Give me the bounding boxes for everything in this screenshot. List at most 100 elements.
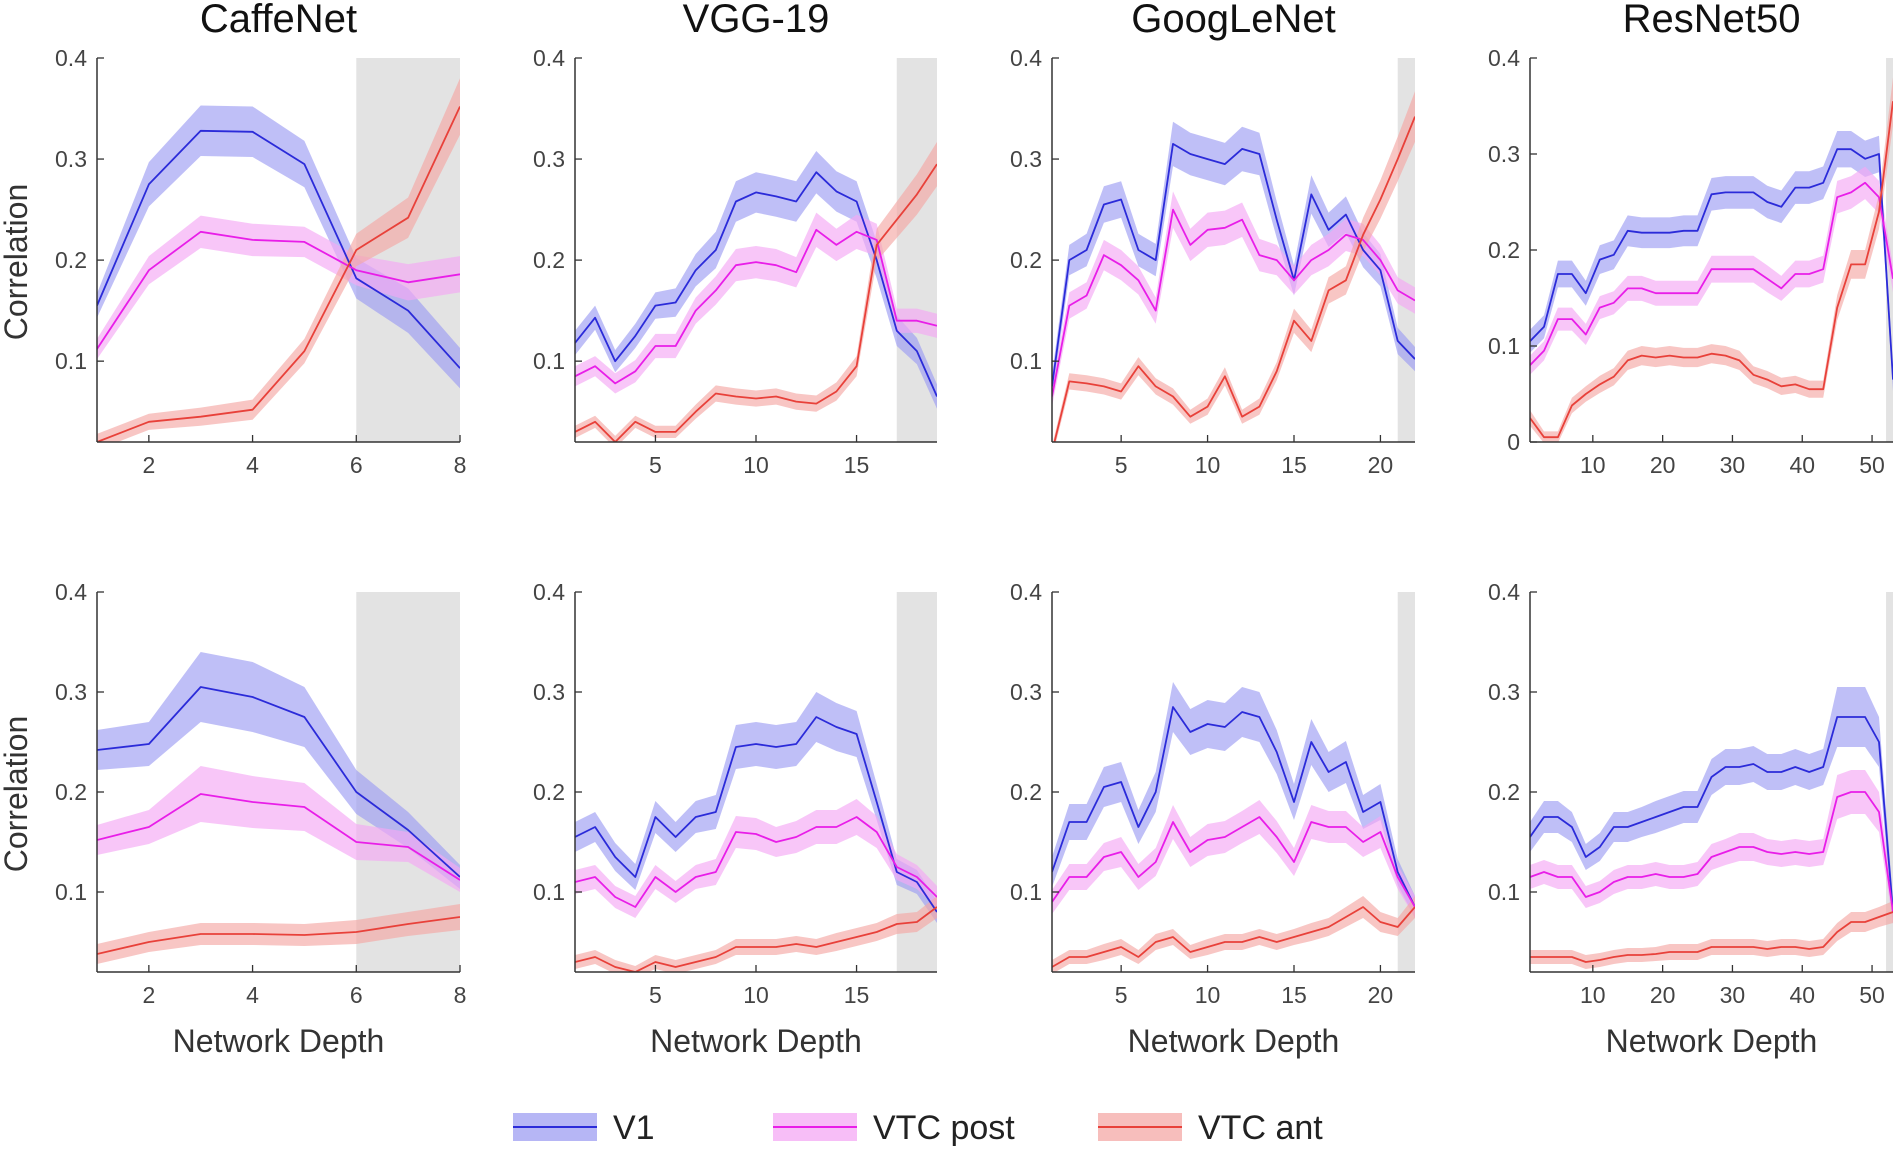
y-tick-label: 0.1	[1010, 879, 1042, 905]
line-v1	[1530, 716, 1893, 913]
band-vtc-post	[97, 215, 460, 360]
line-v1	[97, 686, 460, 878]
y-tick-label: 0.1	[1010, 348, 1042, 374]
panel-title: VGG-19	[683, 0, 830, 41]
band-v1	[97, 105, 460, 389]
legend-entry-vtc-post: VTC post	[773, 1109, 1015, 1147]
x-tick-label: 20	[1368, 452, 1394, 478]
line-vtc-ant	[1530, 101, 1893, 439]
line-v1	[1530, 148, 1893, 380]
x-tick-label: 30	[1720, 452, 1746, 478]
y-tick-label: 0.2	[533, 247, 565, 273]
y-tick-label: 0.1	[1488, 879, 1520, 905]
band-vtc-post	[575, 799, 937, 918]
panel-caffenet-top: 0.1 0.2 0.3 0.4 2 4 6 8 CaffeNet Correlation	[0, 0, 466, 478]
y-tick-label: 0.4	[533, 45, 565, 71]
x-tick-label: 10	[1580, 982, 1606, 1008]
band-vtc-post	[1530, 770, 1893, 923]
line-vtc-ant	[97, 106, 460, 442]
y-tick-label: 0.3	[1488, 679, 1520, 705]
x-axis-label: Network Depth	[650, 1023, 862, 1059]
y-tick-label: 0.2	[1488, 779, 1520, 805]
panel-vgg-19-top: 0.1 0.2 0.3 0.4 5 10 15 VGG-19	[533, 0, 937, 478]
line-vtc-post	[1052, 816, 1415, 908]
band-v1	[1530, 131, 1893, 392]
y-axis-label: Correlation	[0, 184, 34, 341]
panel-resnet50-top: 0 0.1 0.2 0.3 0.4 10 20 30 40 50 ResNet50	[1488, 0, 1893, 478]
y-tick-label: 0	[1507, 429, 1520, 455]
legend-label: VTC post	[873, 1109, 1015, 1147]
y-tick-label: 0.4	[533, 579, 565, 605]
band-v1	[97, 652, 460, 889]
y-tick-label: 0.1	[533, 879, 565, 905]
y-tick-label: 0.2	[55, 247, 87, 273]
line-vtc-post	[1530, 791, 1893, 913]
y-tick-label: 0.4	[1010, 45, 1042, 71]
x-tick-label: 15	[1281, 452, 1307, 478]
panel-title: CaffeNet	[200, 0, 357, 41]
y-tick-label: 0.2	[1488, 237, 1520, 263]
x-tick-label: 15	[844, 982, 870, 1008]
x-tick-label: 20	[1650, 982, 1676, 1008]
band-vtc-post	[1052, 800, 1415, 918]
x-tick-label: 40	[1789, 982, 1815, 1008]
band-vtc-post	[575, 212, 937, 394]
y-tick-label: 0.2	[533, 779, 565, 805]
x-tick-label: 5	[649, 452, 662, 478]
line-vtc-ant	[1530, 911, 1893, 963]
line-vtc-post	[97, 793, 460, 881]
y-tick-label: 0.3	[1488, 141, 1520, 167]
x-axis-label: Network Depth	[1128, 1023, 1340, 1059]
y-tick-label: 0.4	[55, 579, 87, 605]
x-tick-label: 10	[1195, 982, 1221, 1008]
x-axis-label: Network Depth	[173, 1023, 385, 1059]
x-tick-label: 50	[1859, 452, 1885, 478]
line-vtc-ant	[97, 916, 460, 955]
y-tick-label: 0.3	[533, 679, 565, 705]
x-tick-label: 4	[246, 982, 259, 1008]
y-tick-label: 0.1	[1488, 333, 1520, 359]
band-vtc-ant	[1530, 901, 1893, 969]
line-v1	[1052, 706, 1415, 908]
x-tick-label: 2	[142, 982, 155, 1008]
y-tick-label: 0.4	[1010, 579, 1042, 605]
band-v1	[1530, 687, 1893, 924]
line-v1	[575, 171, 937, 397]
x-tick-label: 6	[350, 982, 363, 1008]
panel-vgg-19-bottom: 0.1 0.2 0.3 0.4 5 10 15 Network Depth	[533, 579, 937, 1059]
x-tick-label: 15	[844, 452, 870, 478]
line-vtc-post	[1530, 181, 1893, 366]
y-tick-label: 0.2	[55, 779, 87, 805]
x-tick-label: 5	[1115, 452, 1128, 478]
x-tick-label: 10	[1580, 452, 1606, 478]
y-tick-label: 0.3	[533, 146, 565, 172]
x-axis-label: Network Depth	[1606, 1023, 1818, 1059]
band-v1	[575, 151, 937, 409]
y-tick-label: 0.1	[55, 879, 87, 905]
y-tick-label: 0.4	[1488, 579, 1520, 605]
legend: V1 VTC post VTC ant	[513, 1109, 1323, 1147]
shaded-region	[1886, 592, 1893, 972]
x-tick-label: 10	[1195, 452, 1221, 478]
line-vtc-ant	[575, 906, 937, 972]
x-tick-label: 4	[246, 452, 259, 478]
panel-caffenet-bottom: 0.1 0.2 0.3 0.4 2 4 6 8 Correlation Network Depth	[0, 579, 466, 1059]
y-tick-label: 0.3	[55, 679, 87, 705]
y-tick-label: 0.1	[533, 348, 565, 374]
legend-entry-v1: V1	[513, 1109, 655, 1147]
line-v1	[1052, 142, 1415, 387]
line-vtc-ant	[575, 163, 937, 442]
band-v1	[575, 692, 937, 923]
legend-entry-vtc-ant: VTC ant	[1098, 1109, 1323, 1147]
x-tick-label: 50	[1859, 982, 1885, 1008]
x-tick-label: 2	[142, 452, 155, 478]
line-vtc-post	[1052, 208, 1415, 397]
y-tick-label: 0.3	[55, 146, 87, 172]
y-tick-label: 0.3	[1010, 146, 1042, 172]
panel-googlenet-top: 0.1 0.2 0.3 0.4 5 10 15 20 GoogLeNet	[1010, 0, 1415, 478]
panel-googlenet-bottom: 0.1 0.2 0.3 0.4 5 10 15 20 Network Depth	[1010, 579, 1415, 1059]
x-tick-label: 40	[1789, 452, 1815, 478]
panel-title: ResNet50	[1623, 0, 1801, 41]
line-v1	[97, 129, 460, 369]
